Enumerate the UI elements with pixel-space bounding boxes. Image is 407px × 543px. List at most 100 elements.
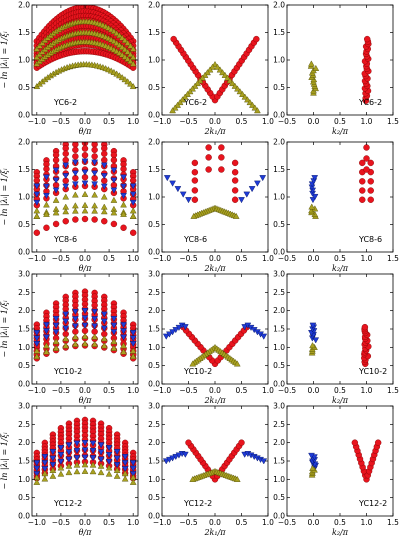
circle-marker [359, 187, 366, 194]
down_triangle-marker [43, 174, 50, 181]
down_triangle-marker [248, 186, 256, 193]
down_triangle-marker [181, 324, 189, 331]
up_triangle-marker [97, 462, 105, 469]
x-axis-label: 2k₁/π [203, 528, 226, 537]
up_triangle-marker [308, 60, 315, 67]
up_triangle-marker [110, 344, 118, 351]
markers [163, 144, 267, 219]
down_triangle-marker [43, 183, 50, 190]
y-tick-label: 2.0 [148, 438, 160, 447]
up_triangle-marker [81, 332, 89, 339]
up_triangle-marker [233, 475, 241, 482]
up_triangle-marker [129, 45, 137, 52]
x-tick-label: 0.5 [236, 254, 248, 263]
y-tick-label: 3.0 [148, 270, 160, 279]
x-axis-label: θ/π [79, 264, 93, 273]
down_triangle-marker [110, 167, 118, 174]
down_triangle-marker [97, 456, 105, 463]
circle-marker [72, 216, 79, 223]
down_triangle-marker [121, 466, 129, 473]
down_triangle-marker [62, 325, 70, 332]
y-tick-label: 1.0 [148, 193, 160, 202]
y-tick-label: 0.5 [273, 493, 285, 502]
panel-YC10-2-right: −0.5 0.0 0.5 1.0 1.50.00.51.01.52.02.53.0k₂/… [273, 270, 399, 406]
up_triangle-marker [105, 464, 113, 471]
circle-marker [367, 178, 374, 185]
up_triangle-marker [129, 478, 137, 485]
up_triangle-marker [244, 96, 251, 103]
y-tick-label: 1.5 [148, 457, 160, 466]
y-tick-label: 0.0 [148, 380, 160, 389]
up_triangle-marker [43, 210, 50, 217]
down_triangle-marker [62, 318, 70, 325]
markers [162, 439, 268, 483]
up_triangle-marker [110, 209, 118, 216]
up_triangle-marker [57, 470, 65, 477]
up_triangle-marker [129, 60, 137, 67]
circle-marker [367, 159, 374, 167]
circle-marker [62, 156, 69, 164]
y-tick-label: 0.0 [273, 248, 285, 257]
down_triangle-marker [311, 175, 319, 182]
up_triangle-marker [89, 468, 97, 475]
up_triangle-marker [91, 333, 98, 340]
down_triangle-marker [309, 322, 317, 329]
markers [308, 322, 372, 368]
panel-label: YC6-2 [183, 98, 207, 107]
up_triangle-marker [254, 107, 261, 114]
up_triangle-marker [49, 472, 57, 479]
y-tick-label: 0.5 [148, 361, 160, 370]
up_triangle-marker [33, 353, 41, 360]
circle-marker [52, 156, 60, 164]
down_triangle-marker [129, 341, 137, 348]
up_triangle-marker [62, 193, 70, 200]
down_triangle-marker [259, 175, 267, 182]
up_triangle-marker [232, 212, 240, 219]
x-tick-label: 0.5 [334, 518, 346, 527]
x-tick-label: −1.0 [28, 117, 46, 126]
up_triangle-marker [121, 46, 129, 53]
x-tick-label: −0.5 [179, 386, 197, 395]
down_triangle-marker [89, 440, 97, 447]
up_triangle-marker [81, 201, 89, 208]
y-tick-label: 3.0 [273, 270, 285, 279]
y-tick-label: 1.0 [273, 475, 285, 484]
x-tick-label: 0.0 [209, 117, 221, 126]
markers [308, 144, 374, 219]
down_triangle-marker [174, 186, 182, 193]
up_triangle-marker [191, 82, 199, 89]
x-tick-label: −0.5 [52, 518, 70, 527]
up_triangle-marker [121, 475, 129, 482]
down_triangle-marker [52, 322, 60, 329]
y-tick-label: 0.5 [273, 220, 285, 229]
up_triangle-marker [179, 96, 186, 103]
up_triangle-marker [309, 342, 316, 349]
y-tick-label: 1.5 [273, 28, 285, 37]
down_triangle-marker [73, 440, 81, 447]
up_triangle-marker [100, 193, 108, 200]
down_triangle-marker [41, 460, 49, 467]
axes-frame [161, 405, 269, 517]
panel-label: YC10-2 [53, 367, 82, 376]
up_triangle-marker [33, 212, 41, 219]
circle-marker [238, 439, 245, 446]
x-tick-label: 0.5 [334, 254, 346, 263]
down_triangle-marker [81, 308, 89, 315]
y-tick-label: 2.0 [148, 1, 160, 10]
circle-marker [62, 217, 69, 225]
y-tick-label: 0.0 [18, 111, 30, 120]
down_triangle-marker [89, 455, 97, 462]
y-tick-label: 1.5 [18, 165, 30, 174]
x-tick-label: −1.0 [28, 254, 46, 263]
circle-marker [205, 154, 212, 161]
circle-marker [191, 159, 199, 167]
panel-YC10-2-left: −1.0 −0.5 0.0 0.5 1.0 0.0 0.5 1.0 1.5 2.0 2.5 3.0 θ/… [0, 270, 139, 406]
y-tick-label: 0.5 [18, 361, 30, 370]
y-tick-label: 0.0 [273, 111, 285, 120]
circle-marker [72, 153, 79, 160]
up_triangle-marker [81, 340, 89, 347]
up_triangle-marker [72, 207, 79, 214]
down_triangle-marker [175, 324, 183, 331]
panel-label: YC6-2 [358, 98, 382, 107]
